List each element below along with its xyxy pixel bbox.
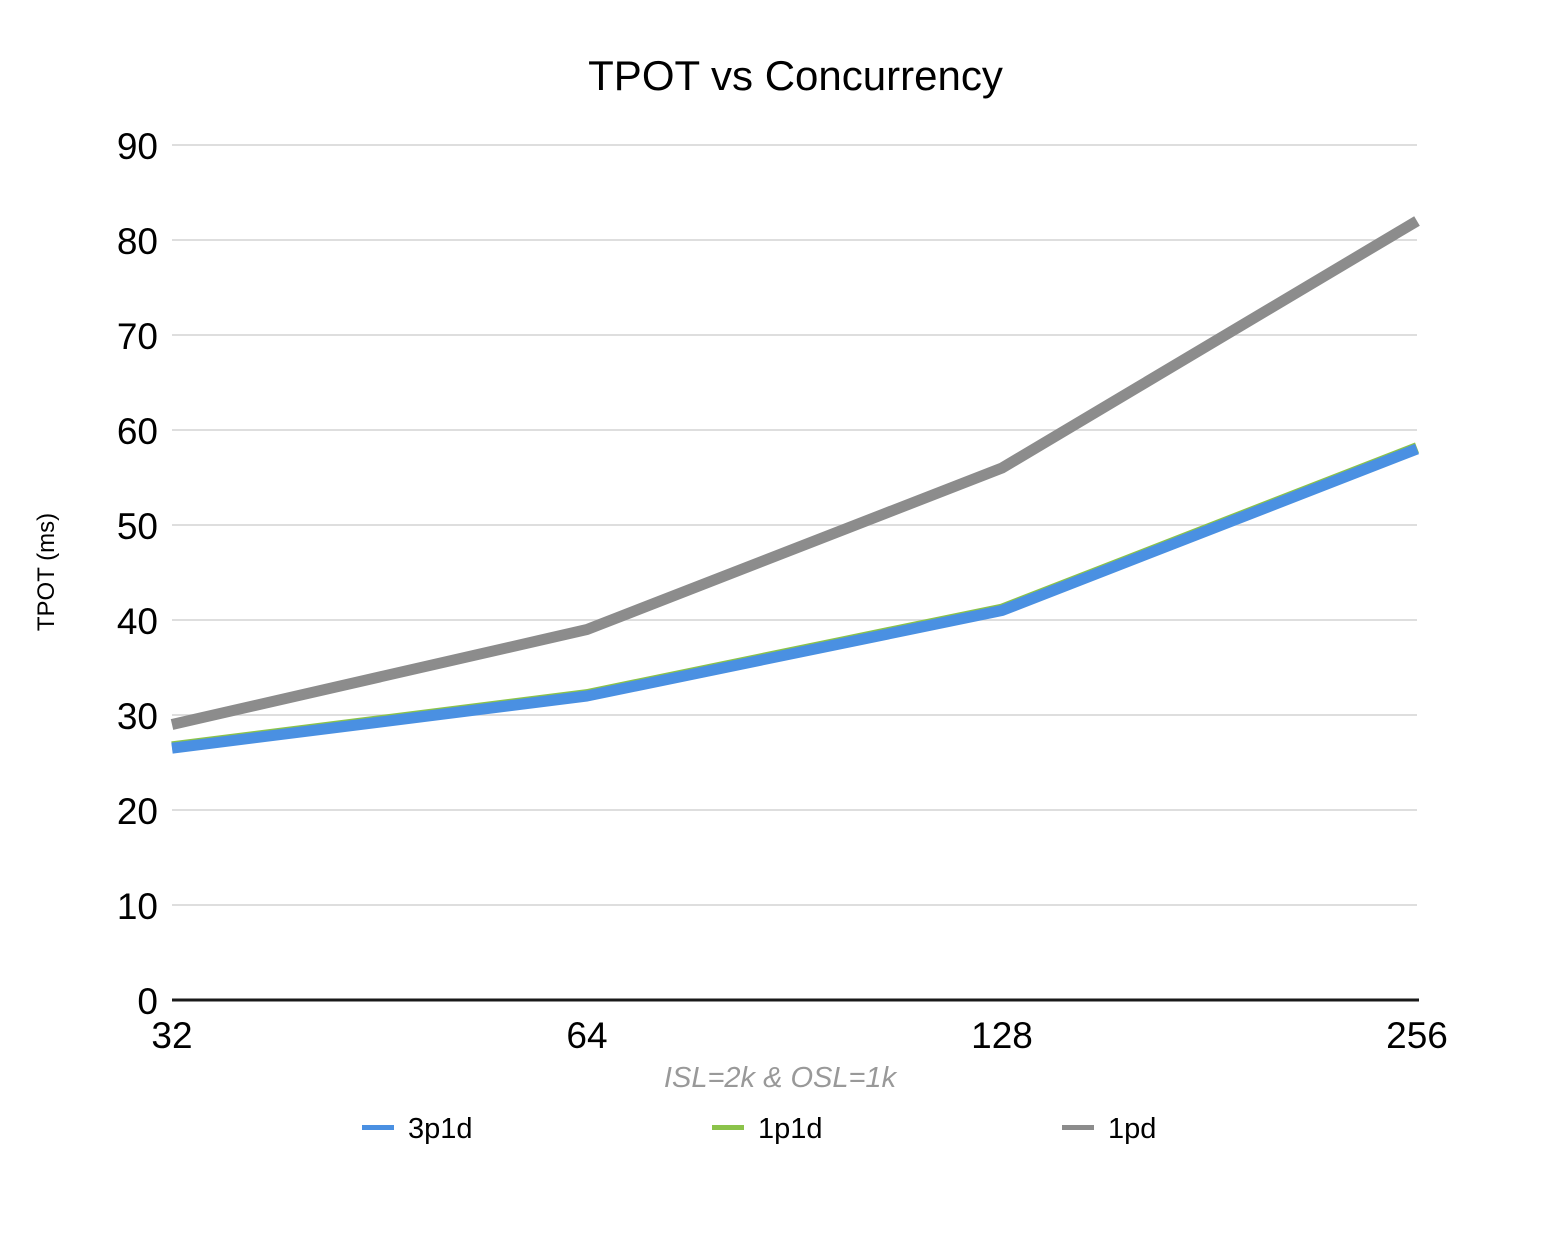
svg-text:80: 80: [117, 221, 158, 262]
svg-text:90: 90: [117, 126, 158, 167]
svg-text:10: 10: [117, 886, 158, 927]
svg-text:20: 20: [117, 791, 158, 832]
svg-text:128: 128: [971, 1015, 1033, 1056]
svg-text:30: 30: [117, 696, 158, 737]
svg-text:60: 60: [117, 411, 158, 452]
svg-text:64: 64: [566, 1015, 607, 1056]
svg-text:32: 32: [151, 1015, 192, 1056]
svg-text:70: 70: [117, 316, 158, 357]
svg-text:256: 256: [1386, 1015, 1448, 1056]
svg-text:50: 50: [117, 506, 158, 547]
svg-text:40: 40: [117, 601, 158, 642]
